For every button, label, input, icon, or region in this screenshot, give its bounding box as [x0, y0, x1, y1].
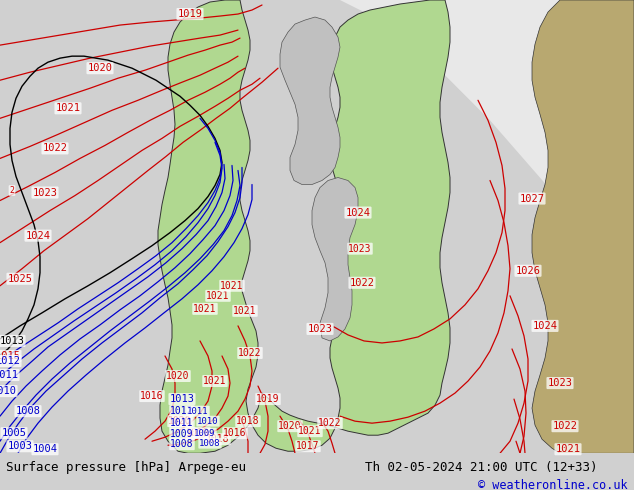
Text: 1018: 1018	[236, 416, 260, 426]
Text: 1021: 1021	[204, 376, 227, 386]
Text: Surface pressure [hPa] Arpege-eu: Surface pressure [hPa] Arpege-eu	[6, 462, 247, 474]
Text: 1024: 1024	[346, 208, 370, 218]
Text: 1008: 1008	[199, 439, 221, 448]
Text: 1021: 1021	[206, 291, 230, 301]
Text: 1023: 1023	[307, 324, 332, 334]
Text: 1019: 1019	[178, 9, 202, 19]
Polygon shape	[340, 0, 634, 281]
Text: 1020: 1020	[168, 416, 191, 426]
Text: 1020: 1020	[166, 371, 190, 381]
Text: 1019: 1019	[186, 428, 210, 438]
Text: 1009: 1009	[194, 429, 216, 438]
Text: Th 02-05-2024 21:00 UTC (12+33): Th 02-05-2024 21:00 UTC (12+33)	[365, 462, 597, 474]
Text: 1026: 1026	[515, 266, 541, 276]
Text: 1021: 1021	[555, 444, 581, 454]
Text: 1015: 1015	[0, 351, 20, 361]
Text: 1021: 1021	[193, 304, 217, 314]
Text: 1024: 1024	[533, 321, 557, 331]
Polygon shape	[158, 0, 450, 453]
Text: 1022: 1022	[238, 348, 262, 358]
Polygon shape	[280, 17, 340, 185]
Text: 1013: 1013	[169, 394, 195, 404]
Polygon shape	[532, 0, 634, 453]
Text: 1021: 1021	[233, 306, 257, 316]
Text: 1005: 1005	[1, 428, 27, 438]
Text: 1011: 1011	[187, 407, 209, 416]
Text: 1003: 1003	[8, 441, 32, 451]
Text: 1022: 1022	[42, 144, 67, 153]
Text: 1022: 1022	[349, 278, 375, 288]
Text: 1020: 1020	[87, 63, 112, 73]
Text: 1021: 1021	[220, 281, 243, 291]
Text: 1012: 1012	[171, 406, 194, 416]
Text: 1012: 1012	[0, 356, 20, 366]
Text: 1020: 1020	[278, 421, 302, 431]
Text: 1008: 1008	[171, 439, 194, 449]
Text: 1023: 1023	[548, 378, 573, 388]
Text: 1021: 1021	[56, 103, 81, 113]
Text: 1022: 1022	[318, 418, 342, 428]
Polygon shape	[312, 177, 358, 341]
Text: 1018: 1018	[206, 434, 230, 444]
Text: 1025: 1025	[8, 274, 32, 284]
Text: 1009: 1009	[171, 429, 194, 439]
Text: 1011: 1011	[0, 370, 18, 380]
Text: 1019: 1019	[256, 394, 280, 404]
Text: 1010: 1010	[0, 386, 16, 396]
Text: 1024: 1024	[25, 231, 51, 241]
Text: 1016: 1016	[223, 428, 247, 438]
Text: 1022: 1022	[552, 421, 578, 431]
Text: 1013: 1013	[0, 336, 25, 346]
Text: 1017: 1017	[296, 441, 320, 451]
Text: 1021: 1021	[298, 426, 321, 436]
Text: 1023: 1023	[32, 188, 58, 197]
Text: 1008: 1008	[15, 406, 41, 416]
Text: 1011: 1011	[171, 418, 194, 428]
Text: 1010: 1010	[197, 416, 219, 426]
Text: 1027: 1027	[519, 194, 545, 203]
Text: 1016: 1016	[140, 391, 164, 401]
Text: © weatheronline.co.uk: © weatheronline.co.uk	[478, 479, 628, 490]
Text: 1004: 1004	[32, 444, 58, 454]
Text: 1023: 1023	[348, 244, 372, 254]
Text: 2: 2	[10, 186, 15, 195]
